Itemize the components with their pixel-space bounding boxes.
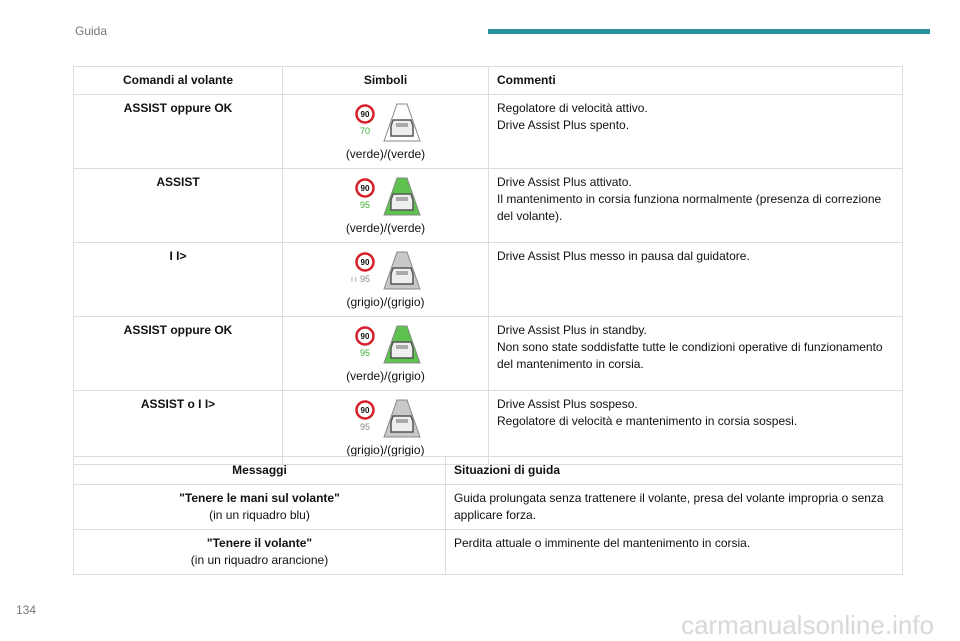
situation: Perdita attuale o imminente del mantenim…	[445, 529, 903, 575]
speed-limit: 90	[360, 110, 369, 119]
car	[389, 267, 414, 285]
caption: (verde)/(grigio)	[346, 369, 425, 383]
table-row: ASSIST oppure OK 90 95 (verde)/(grigio) Driv…	[73, 316, 903, 391]
set-speed: 95	[359, 200, 369, 210]
speed-limit: 90	[360, 258, 369, 267]
symbol-icon: 90 95	[354, 399, 421, 438]
comments: Drive Assist Plus attivato. Il mantenimen…	[488, 168, 903, 243]
symbol-cell: 90 95 (verde)/(grigio)	[282, 316, 489, 391]
column-header: Commenti	[488, 66, 903, 95]
column-header: Situazioni di guida	[445, 456, 903, 485]
comment: Drive Assist Plus attivato.	[497, 175, 632, 189]
command: ASSIST o I I>	[73, 390, 283, 465]
comments: Regolatore di velocità attivo. Drive Assi…	[488, 94, 903, 169]
message: "Tenere il volante" (in un riquadro aranc…	[73, 529, 446, 575]
caption: (verde)/(verde)	[345, 147, 426, 161]
pause-mark: I I	[351, 277, 357, 284]
symbol-cell: 90 95 (grigio)/(grigio)	[282, 390, 489, 465]
speed-limit: 90	[360, 184, 369, 193]
comment: Drive Assist Plus spento.	[497, 118, 630, 132]
symbol-icon: 90 95	[354, 177, 421, 216]
speed-limit-sign	[354, 178, 375, 198]
speed-limit-sign	[354, 326, 375, 346]
symbol-cell: 90 70 (verde)/(verde)	[282, 94, 489, 169]
set-speed: 95	[359, 348, 369, 358]
table-row: "Tenere il volante" (in un riquadro aranc…	[73, 529, 903, 575]
speed-limit-sign	[354, 252, 375, 272]
table-row: ASSIST o I I> 90 95 (grigio)/(grigio) Drive …	[73, 390, 903, 465]
comment: Regolatore di velocità e mantenimento in…	[497, 414, 798, 428]
comment: Drive Assist Plus sospeso.	[497, 397, 638, 411]
page-number: 134	[16, 603, 37, 617]
table-row: I I> 90 95 I I (grigio)/(grigio) Drive Assist…	[73, 242, 903, 317]
set-speed: 70	[359, 126, 369, 136]
caption: (grigio)/(grigio)	[346, 295, 425, 309]
column-header: Comandi al volante	[73, 66, 283, 95]
symbol-cell: 90 95 I I (grigio)/(grigio)	[282, 242, 489, 317]
message: "Tenere le mani sul volante" (in un riqua…	[73, 484, 446, 530]
comments: Drive Assist Plus sospeso. Regolatore di …	[488, 390, 903, 465]
command: ASSIST	[73, 168, 283, 243]
car-window	[395, 419, 408, 423]
car	[389, 119, 414, 137]
lane	[382, 103, 421, 142]
watermark: carmanualsonline.info	[681, 610, 934, 640]
message-note: (in un riquadro arancione)	[190, 553, 329, 567]
speed-limit-sign	[354, 104, 375, 124]
car	[389, 341, 414, 359]
comments: Drive Assist Plus in standby. Non sono st…	[488, 316, 903, 391]
car-window	[395, 271, 408, 275]
comment: Drive Assist Plus messo in pausa dal gui…	[497, 249, 750, 263]
speed-limit: 90	[360, 332, 369, 341]
symbol-icon: 90 95	[354, 325, 421, 364]
car-window	[395, 123, 408, 127]
commands-table: Comandi al volante Simboli Commenti ASSIST …	[73, 66, 903, 465]
table-row: "Tenere le mani sul volante" (in un riqua…	[73, 484, 903, 530]
column-header: Messaggi	[73, 456, 446, 485]
car	[389, 415, 414, 433]
symbol-cell: 90 95 (verde)/(verde)	[282, 168, 489, 243]
car-window	[395, 197, 408, 201]
caption: (grigio)/(grigio)	[346, 443, 425, 457]
car-window	[395, 345, 408, 349]
messages-table: Messaggi Situazioni di guida "Tenere le ma…	[73, 456, 903, 575]
car	[389, 193, 414, 211]
section-title: Guida	[75, 24, 108, 38]
comments: Drive Assist Plus messo in pausa dal gui…	[488, 242, 903, 317]
header-row: Comandi al volante Simboli Commenti	[73, 66, 903, 95]
header-bar	[488, 29, 930, 34]
command: I I>	[73, 242, 283, 317]
set-speed: 95	[359, 422, 369, 432]
speed-limit: 90	[360, 406, 369, 415]
column-header: Simboli	[282, 66, 489, 95]
command: ASSIST oppure OK	[73, 316, 283, 391]
situation: Guida prolungata senza trattenere il vol…	[445, 484, 903, 530]
symbol-icon: 90 70	[354, 103, 421, 142]
comment: Drive Assist Plus in standby.	[497, 323, 647, 337]
speed-limit-sign	[354, 400, 375, 420]
message-text: "Tenere il volante"	[206, 536, 313, 550]
message-text: "Tenere le mani sul volante"	[179, 491, 340, 505]
comment: Non sono state soddisfatte tutte le cond…	[497, 340, 883, 371]
set-speed: 95	[359, 274, 369, 284]
header-row: Messaggi Situazioni di guida	[73, 456, 903, 485]
comment: Il mantenimento in corsia funziona norma…	[497, 192, 882, 223]
command: ASSIST oppure OK	[73, 94, 283, 169]
message-note: (in un riquadro blu)	[209, 508, 310, 522]
table-row: ASSIST oppure OK 90 70 (verde)/(verde) Regol…	[73, 94, 903, 169]
table-row: ASSIST 90 95 (verde)/(verde) Drive Assist Pl…	[73, 168, 903, 243]
comment: Regolatore di velocità attivo.	[497, 101, 648, 115]
symbol-icon: 90 95I I	[351, 251, 421, 290]
caption: (verde)/(verde)	[345, 221, 426, 235]
